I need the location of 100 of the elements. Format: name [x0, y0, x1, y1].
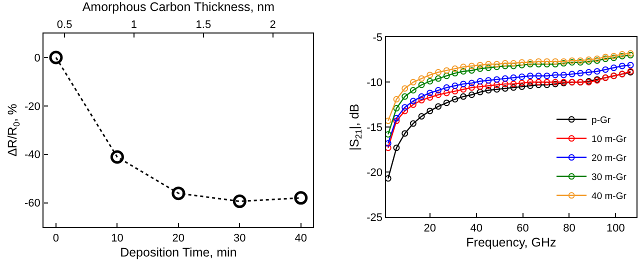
point	[468, 67, 475, 74]
point	[426, 90, 434, 96]
point	[535, 72, 542, 80]
point	[510, 80, 517, 88]
x-tick-label: 80	[563, 222, 576, 234]
point	[410, 78, 416, 86]
point	[544, 60, 550, 68]
point	[494, 76, 500, 83]
point	[502, 75, 508, 82]
x-tick-label: 20	[424, 222, 436, 234]
x-tick-label: 0	[52, 232, 60, 244]
point	[384, 175, 392, 182]
point	[393, 114, 400, 122]
x2-tick-label: 1.5	[196, 18, 212, 31]
point	[585, 69, 592, 76]
point	[494, 82, 500, 88]
point	[476, 65, 484, 72]
point	[535, 60, 542, 68]
point	[494, 60, 500, 68]
point	[402, 85, 408, 92]
point	[535, 78, 542, 86]
y-tick-label: 0	[34, 52, 40, 64]
point	[526, 82, 534, 90]
y-tick-label: -20	[366, 166, 382, 179]
point	[510, 74, 517, 81]
point	[418, 93, 425, 100]
point	[232, 194, 246, 208]
point	[502, 60, 508, 67]
point	[468, 80, 475, 86]
point	[610, 64, 618, 72]
x-tick-label: 60	[516, 222, 529, 234]
point	[435, 92, 442, 98]
legend-label: 20 m-Gr	[592, 153, 626, 164]
point	[426, 94, 434, 101]
point	[435, 69, 442, 76]
point	[568, 70, 576, 78]
x-tick-label: 40	[470, 222, 482, 234]
point	[452, 65, 458, 72]
point	[443, 72, 450, 80]
point	[418, 75, 425, 82]
point	[552, 60, 559, 68]
point	[426, 72, 434, 78]
point	[393, 96, 400, 102]
point	[294, 191, 308, 205]
legend-label: p-Gr	[592, 115, 611, 126]
point	[418, 113, 425, 120]
x2-tick-label: 2	[270, 18, 276, 31]
point	[426, 108, 434, 114]
point	[510, 60, 517, 67]
point	[618, 62, 626, 70]
y-tick-label: -40	[24, 149, 40, 162]
point	[452, 70, 458, 76]
point	[443, 100, 450, 106]
point	[402, 104, 408, 111]
point	[402, 130, 408, 137]
point	[418, 82, 425, 88]
point	[518, 74, 526, 80]
point	[494, 86, 500, 93]
point	[518, 80, 526, 86]
point	[460, 93, 467, 100]
point	[452, 96, 458, 102]
point	[393, 118, 400, 124]
point	[544, 78, 550, 86]
point	[410, 87, 416, 94]
point	[393, 144, 400, 152]
point	[426, 78, 434, 85]
point	[502, 85, 508, 92]
point	[393, 105, 400, 112]
point	[602, 66, 609, 73]
x-axis-title: Frequency, GHz	[466, 236, 556, 250]
point	[384, 118, 392, 124]
point	[452, 82, 458, 90]
x2-tick-label: 1	[130, 18, 138, 31]
point	[110, 150, 124, 164]
point	[468, 84, 475, 91]
point	[418, 96, 425, 104]
point	[460, 68, 467, 75]
point	[526, 72, 534, 80]
point	[544, 82, 550, 88]
point	[510, 84, 517, 91]
point	[510, 62, 517, 70]
point	[384, 140, 392, 147]
x2-axis-title: Amorphous Carbon Thickness, nm	[82, 0, 275, 14]
point	[460, 80, 467, 88]
x-tick-label: 40	[294, 232, 308, 244]
point	[172, 186, 186, 200]
point	[560, 72, 567, 78]
point	[485, 77, 492, 84]
point	[443, 67, 450, 74]
point	[410, 120, 416, 127]
point	[502, 80, 508, 88]
point	[402, 108, 408, 114]
point	[384, 144, 392, 152]
point	[594, 68, 600, 75]
point	[552, 58, 559, 65]
x-tick-label: 10	[111, 232, 124, 244]
point	[544, 58, 550, 65]
point	[627, 62, 634, 68]
point	[485, 64, 492, 72]
x-tick-label: 20	[172, 232, 185, 244]
